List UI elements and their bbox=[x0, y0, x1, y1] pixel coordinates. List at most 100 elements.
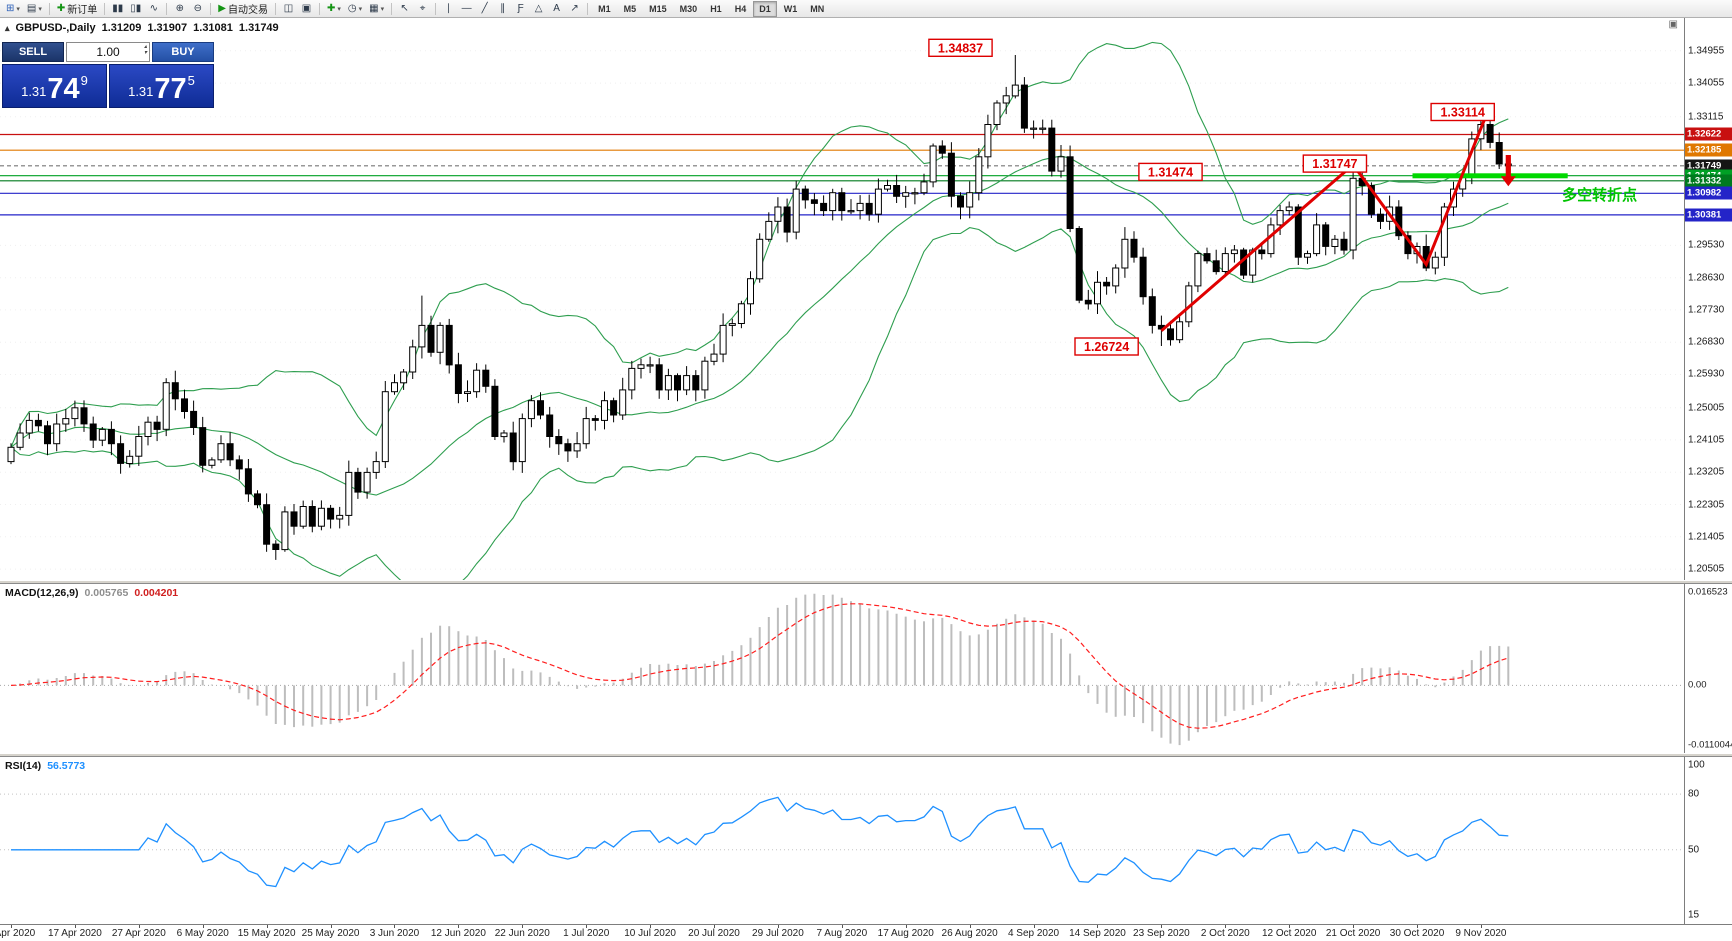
panel-splitter[interactable] bbox=[0, 580, 1732, 584]
spinner-up-icon[interactable]: ▴ bbox=[143, 44, 147, 50]
date-label: 14 Sep 2020 bbox=[1069, 928, 1126, 939]
chevron-down-icon: ▾ bbox=[337, 5, 341, 13]
text-label-button[interactable]: A bbox=[548, 1, 565, 17]
panel-splitter[interactable] bbox=[0, 753, 1732, 757]
price-axis-label: 1.25005 bbox=[1688, 402, 1725, 414]
price-axis-label: 1.24105 bbox=[1688, 434, 1725, 446]
timeframe-h1-button[interactable]: H1 bbox=[704, 1, 728, 17]
channel-icon: ∥ bbox=[500, 2, 506, 14]
auto-trading-button[interactable]: ▶ 自动交易 bbox=[215, 1, 271, 17]
date-label: 7 Aug 2020 bbox=[816, 928, 868, 939]
timeframe-m5-button[interactable]: M5 bbox=[618, 1, 643, 17]
timeframe-m15-button[interactable]: M15 bbox=[643, 1, 673, 17]
cascade-windows-button[interactable]: ▣ bbox=[298, 1, 315, 17]
chart-line-icon: ∿ bbox=[149, 2, 158, 14]
macd-panel[interactable]: MACD(12,26,9) 0.005765 0.004201 0.016523… bbox=[0, 584, 1732, 753]
date-label: 12 Oct 2020 bbox=[1261, 928, 1317, 939]
cursor-button[interactable]: ↖ bbox=[396, 1, 413, 17]
rsi-panel[interactable]: RSI(14) 56.5773 100 80 50 15 bbox=[0, 757, 1732, 924]
chevron-down-icon: ▾ bbox=[16, 5, 20, 13]
buy-price-box[interactable]: 1.31 77 5 bbox=[109, 64, 214, 108]
date-tick bbox=[1480, 925, 1482, 928]
date-tick bbox=[650, 925, 652, 928]
buy-price-prefix: 1.31 bbox=[128, 84, 154, 99]
new-order-button[interactable]: ✚ 新订单 bbox=[54, 1, 100, 17]
date-label: 25 May 2020 bbox=[301, 928, 360, 939]
date-tick bbox=[1161, 925, 1163, 928]
toolbar-separator bbox=[391, 2, 393, 15]
profiles-button[interactable]: ▤ ▾ bbox=[24, 1, 45, 17]
vertical-line-button[interactable]: ∣ bbox=[440, 1, 457, 17]
price-axis[interactable]: 1.34955 1.34055 1.33115 1.29530 1.28630 1.277… bbox=[1684, 18, 1732, 580]
window-restore-icon[interactable]: ▣ bbox=[1668, 19, 1678, 30]
chart-bars-icon: ▮▮ bbox=[112, 2, 124, 14]
shapes-button[interactable]: △ bbox=[530, 1, 547, 17]
indicators-button[interactable]: ✚ ▾ bbox=[324, 1, 344, 17]
date-tick bbox=[458, 925, 460, 928]
sell-button[interactable]: SELL bbox=[2, 42, 64, 62]
buy-price-sup: 5 bbox=[187, 73, 195, 88]
chart-open: 1.31209 bbox=[101, 22, 142, 34]
volume-input[interactable]: 1.00 ▴ ▾ bbox=[66, 42, 150, 62]
rsi-chart[interactable] bbox=[0, 757, 1684, 924]
cursor-icon: ↖ bbox=[400, 2, 409, 14]
sell-price-box[interactable]: 1.31 74 9 bbox=[2, 64, 107, 108]
zoom-in-button[interactable]: ⊕ bbox=[171, 1, 188, 17]
date-tick bbox=[394, 925, 396, 928]
date-tick bbox=[841, 925, 843, 928]
arrow-object-button[interactable]: ↗ bbox=[566, 1, 583, 17]
tile-windows-icon: ◫ bbox=[283, 2, 294, 14]
periods-button[interactable]: ◷ ▾ bbox=[345, 1, 365, 17]
chart-line-button[interactable]: ∿ bbox=[145, 1, 162, 17]
cascade-windows-icon: ▣ bbox=[301, 2, 312, 14]
tile-windows-button[interactable]: ◫ bbox=[280, 1, 297, 17]
auto-trading-label: 自动交易 bbox=[228, 5, 268, 16]
macd-chart[interactable] bbox=[0, 584, 1684, 753]
zoom-out-button[interactable]: ⊖ bbox=[189, 1, 206, 17]
price-axis-tag: 1.30982 bbox=[1685, 186, 1732, 200]
date-tick bbox=[522, 925, 524, 928]
fibonacci-button[interactable]: Ƒ bbox=[512, 1, 529, 17]
macd-axis[interactable]: 0.016523 0.00 -0.0110044 bbox=[1684, 584, 1732, 753]
chart-candles-icon: ▯▮ bbox=[130, 2, 142, 14]
timeframe-w1-button[interactable]: W1 bbox=[778, 1, 804, 17]
timeframe-d1-button[interactable]: D1 bbox=[753, 0, 777, 17]
timeframe-m30-button[interactable]: M30 bbox=[674, 1, 704, 17]
timeframe-m1-button[interactable]: M1 bbox=[592, 1, 617, 17]
chart-candles-button[interactable]: ▯▮ bbox=[127, 1, 144, 17]
toolbar-separator bbox=[275, 2, 276, 15]
macd-axis-label: 0.016523 bbox=[1688, 586, 1728, 598]
sell-price-sup: 9 bbox=[80, 73, 88, 88]
timeframe-mn-button[interactable]: MN bbox=[804, 1, 830, 17]
price-axis-label: 1.28630 bbox=[1688, 272, 1725, 284]
price-chart[interactable]: 1.34837 1.33114 1.31747 1.31474 1.26724 多空转折点 bbox=[0, 18, 1684, 580]
buy-button[interactable]: BUY bbox=[152, 42, 214, 62]
spinner-down-icon[interactable]: ▾ bbox=[143, 50, 147, 56]
date-tick bbox=[1353, 925, 1355, 928]
date-tick bbox=[714, 925, 715, 928]
templates-button[interactable]: ▦ ▾ bbox=[366, 1, 387, 17]
svg-text:1.33114: 1.33114 bbox=[1440, 106, 1485, 120]
rsi-axis[interactable]: 100 80 50 15 bbox=[1684, 757, 1732, 924]
crosshair-button[interactable]: ⌖ bbox=[414, 1, 431, 17]
trendline-button[interactable]: ╱ bbox=[476, 1, 493, 17]
horizontal-line-button[interactable]: ― bbox=[458, 1, 475, 17]
date-axis[interactable]: 8 Apr 2020 17 Apr 2020 27 Apr 2020 6 May 20… bbox=[0, 924, 1732, 941]
price-axis-label: 1.33115 bbox=[1688, 111, 1724, 123]
timeframe-h4-button[interactable]: H4 bbox=[729, 1, 753, 17]
main-chart-panel[interactable]: 1.34837 1.33114 1.31747 1.31474 1.26724 多空转折点… bbox=[0, 18, 1732, 580]
rsi-axis-label: 80 bbox=[1688, 788, 1700, 800]
date-tick bbox=[586, 925, 588, 928]
channel-button[interactable]: ∥ bbox=[494, 1, 511, 17]
date-label: 15 May 2020 bbox=[237, 928, 296, 939]
zoom-out-icon: ⊖ bbox=[193, 2, 202, 14]
volume-spinner[interactable]: ▴ ▾ bbox=[144, 44, 147, 56]
toolbar-separator bbox=[319, 2, 320, 15]
toolbar-separator bbox=[435, 2, 437, 15]
date-label: 12 Jun 2020 bbox=[430, 928, 486, 939]
chart-bars-button[interactable]: ▮▮ bbox=[109, 1, 126, 17]
price-axis-tag: 1.30381 bbox=[1685, 208, 1732, 222]
new-chart-button[interactable]: ⊞ ▾ bbox=[3, 1, 23, 17]
price-axis-tag: 1.31332 bbox=[1685, 174, 1732, 188]
